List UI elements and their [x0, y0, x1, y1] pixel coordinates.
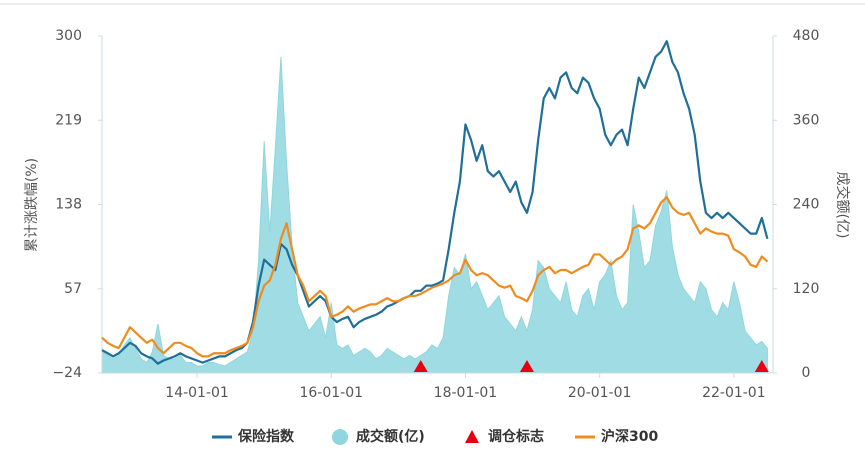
- y-tick-label: 219: [55, 112, 82, 128]
- rebalance-marker: [754, 360, 769, 372]
- line-series: [101, 196, 769, 358]
- y2-tick-label: 0: [802, 365, 811, 381]
- x-tick-label: 22-01-01: [702, 385, 766, 401]
- rebalance-marker: [413, 360, 428, 372]
- y-axis-title: 累计涨跌幅(%): [24, 158, 40, 252]
- legend-label: 调仓标志: [488, 428, 544, 445]
- y-tick-label: 138: [55, 197, 82, 213]
- line-series: [101, 40, 769, 365]
- x-tick-label: 16-01-01: [299, 385, 363, 401]
- y-tick-label: 300: [55, 28, 82, 44]
- y2-tick-label: 120: [793, 281, 820, 297]
- x-tick-label: 18-01-01: [434, 385, 498, 401]
- rebalance-marker: [519, 360, 534, 372]
- y-tick-label: −24: [52, 365, 82, 381]
- legend-circle: [332, 429, 348, 445]
- y2-tick-label: 480: [793, 28, 820, 44]
- legend-triangle: [465, 430, 479, 443]
- y2-tick-label: 360: [793, 112, 820, 128]
- volume-area: [101, 57, 768, 374]
- x-tick-label: 20-01-01: [568, 385, 632, 401]
- x-tick-label: 14-01-01: [165, 385, 229, 401]
- y2-tick-label: 240: [793, 197, 820, 213]
- legend-label: 沪深300: [601, 428, 658, 445]
- y2-axis-title: 成交额(亿): [834, 172, 851, 239]
- y-tick-label: 57: [64, 281, 82, 297]
- legend: 保险指数 成交额(亿) 调仓标志 沪深300: [212, 428, 658, 445]
- legend-label: 成交额(亿): [356, 428, 425, 445]
- legend-label: 保险指数: [237, 428, 295, 445]
